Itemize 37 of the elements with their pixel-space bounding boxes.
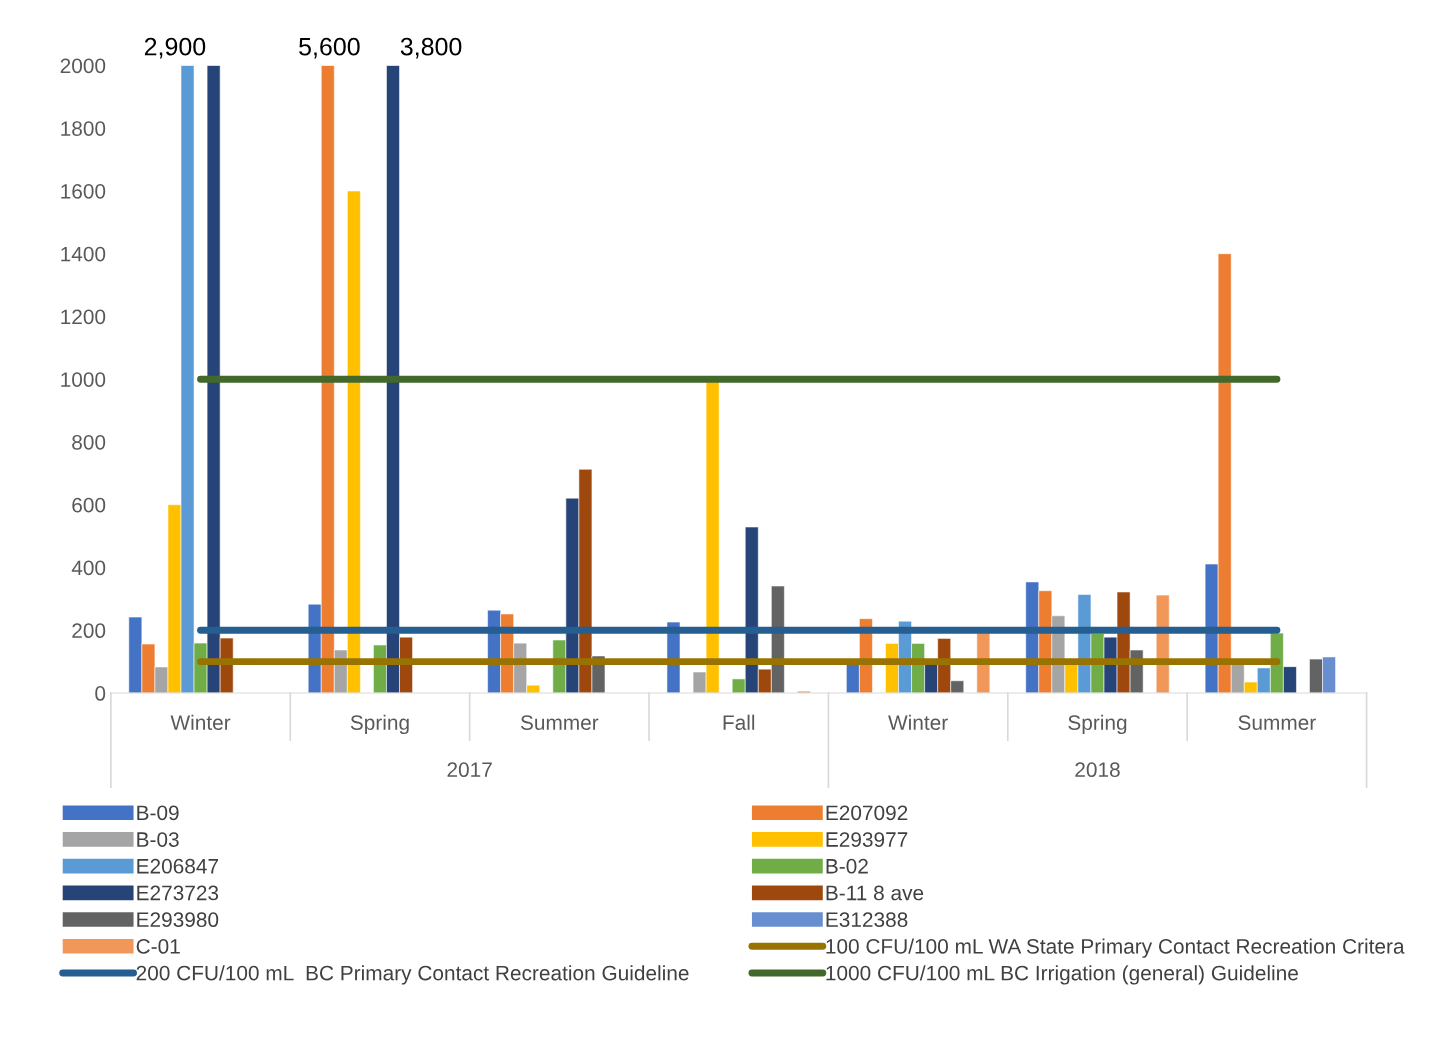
- legend-label: B-09: [137, 805, 179, 821]
- legend-label: C-01: [136, 939, 180, 954]
- x-tick-label: Summer: [520, 715, 599, 730]
- x-tick-label: Summer: [1238, 715, 1316, 730]
- legend-label: B-02: [826, 858, 868, 874]
- text: 2018: [1075, 762, 1120, 778]
- x-tick-label: Spring: [1068, 714, 1127, 735]
- x-tick-label: Winter: [888, 714, 948, 730]
- legend-label: E293980: [137, 912, 219, 928]
- y-tick-label: 1600: [61, 183, 106, 199]
- legend-label: E273723: [137, 885, 219, 901]
- y-tick-label: 2000: [60, 58, 106, 74]
- text: 2017: [447, 762, 492, 778]
- y-tick-label: 600: [72, 497, 106, 513]
- text: 5,600: [299, 37, 360, 59]
- legend-label: 1000 CFU/100 mL BC Irrigation (general) Guideline: [826, 965, 1298, 985]
- x-tick-label: Spring: [350, 714, 409, 735]
- legend-label: E293977: [826, 832, 908, 847]
- y-tick-label: 1200: [61, 309, 106, 325]
- y-tick-label: 200: [72, 623, 106, 639]
- legend-label: E207092: [826, 805, 908, 821]
- text: 3,800: [400, 37, 462, 59]
- legend-label: B-11 8 ave: [826, 885, 924, 901]
- y-tick-label: 1000: [61, 372, 106, 387]
- legend-label: 100 CFU/100 mL WA State Primary Contact Recreation Critera: [826, 938, 1405, 958]
- legend-label: 200 CFU/100 mL BC Primary Contact Recreation Guideline: [136, 965, 689, 985]
- legend-label: B-03: [137, 832, 179, 847]
- legend-label: E312388: [826, 912, 908, 928]
- y-tick-label: 0: [95, 686, 106, 701]
- y-tick-label: 1400: [61, 246, 106, 262]
- y-tick-label: 800: [72, 434, 106, 450]
- x-tick-label: Winter: [170, 714, 231, 730]
- y-tick-label: 400: [71, 560, 106, 576]
- y-tick-label: 1800: [61, 121, 106, 136]
- x-tick-label: Fall: [723, 714, 755, 730]
- text: 2,900: [144, 37, 206, 59]
- legend-label: E206847: [137, 858, 218, 874]
